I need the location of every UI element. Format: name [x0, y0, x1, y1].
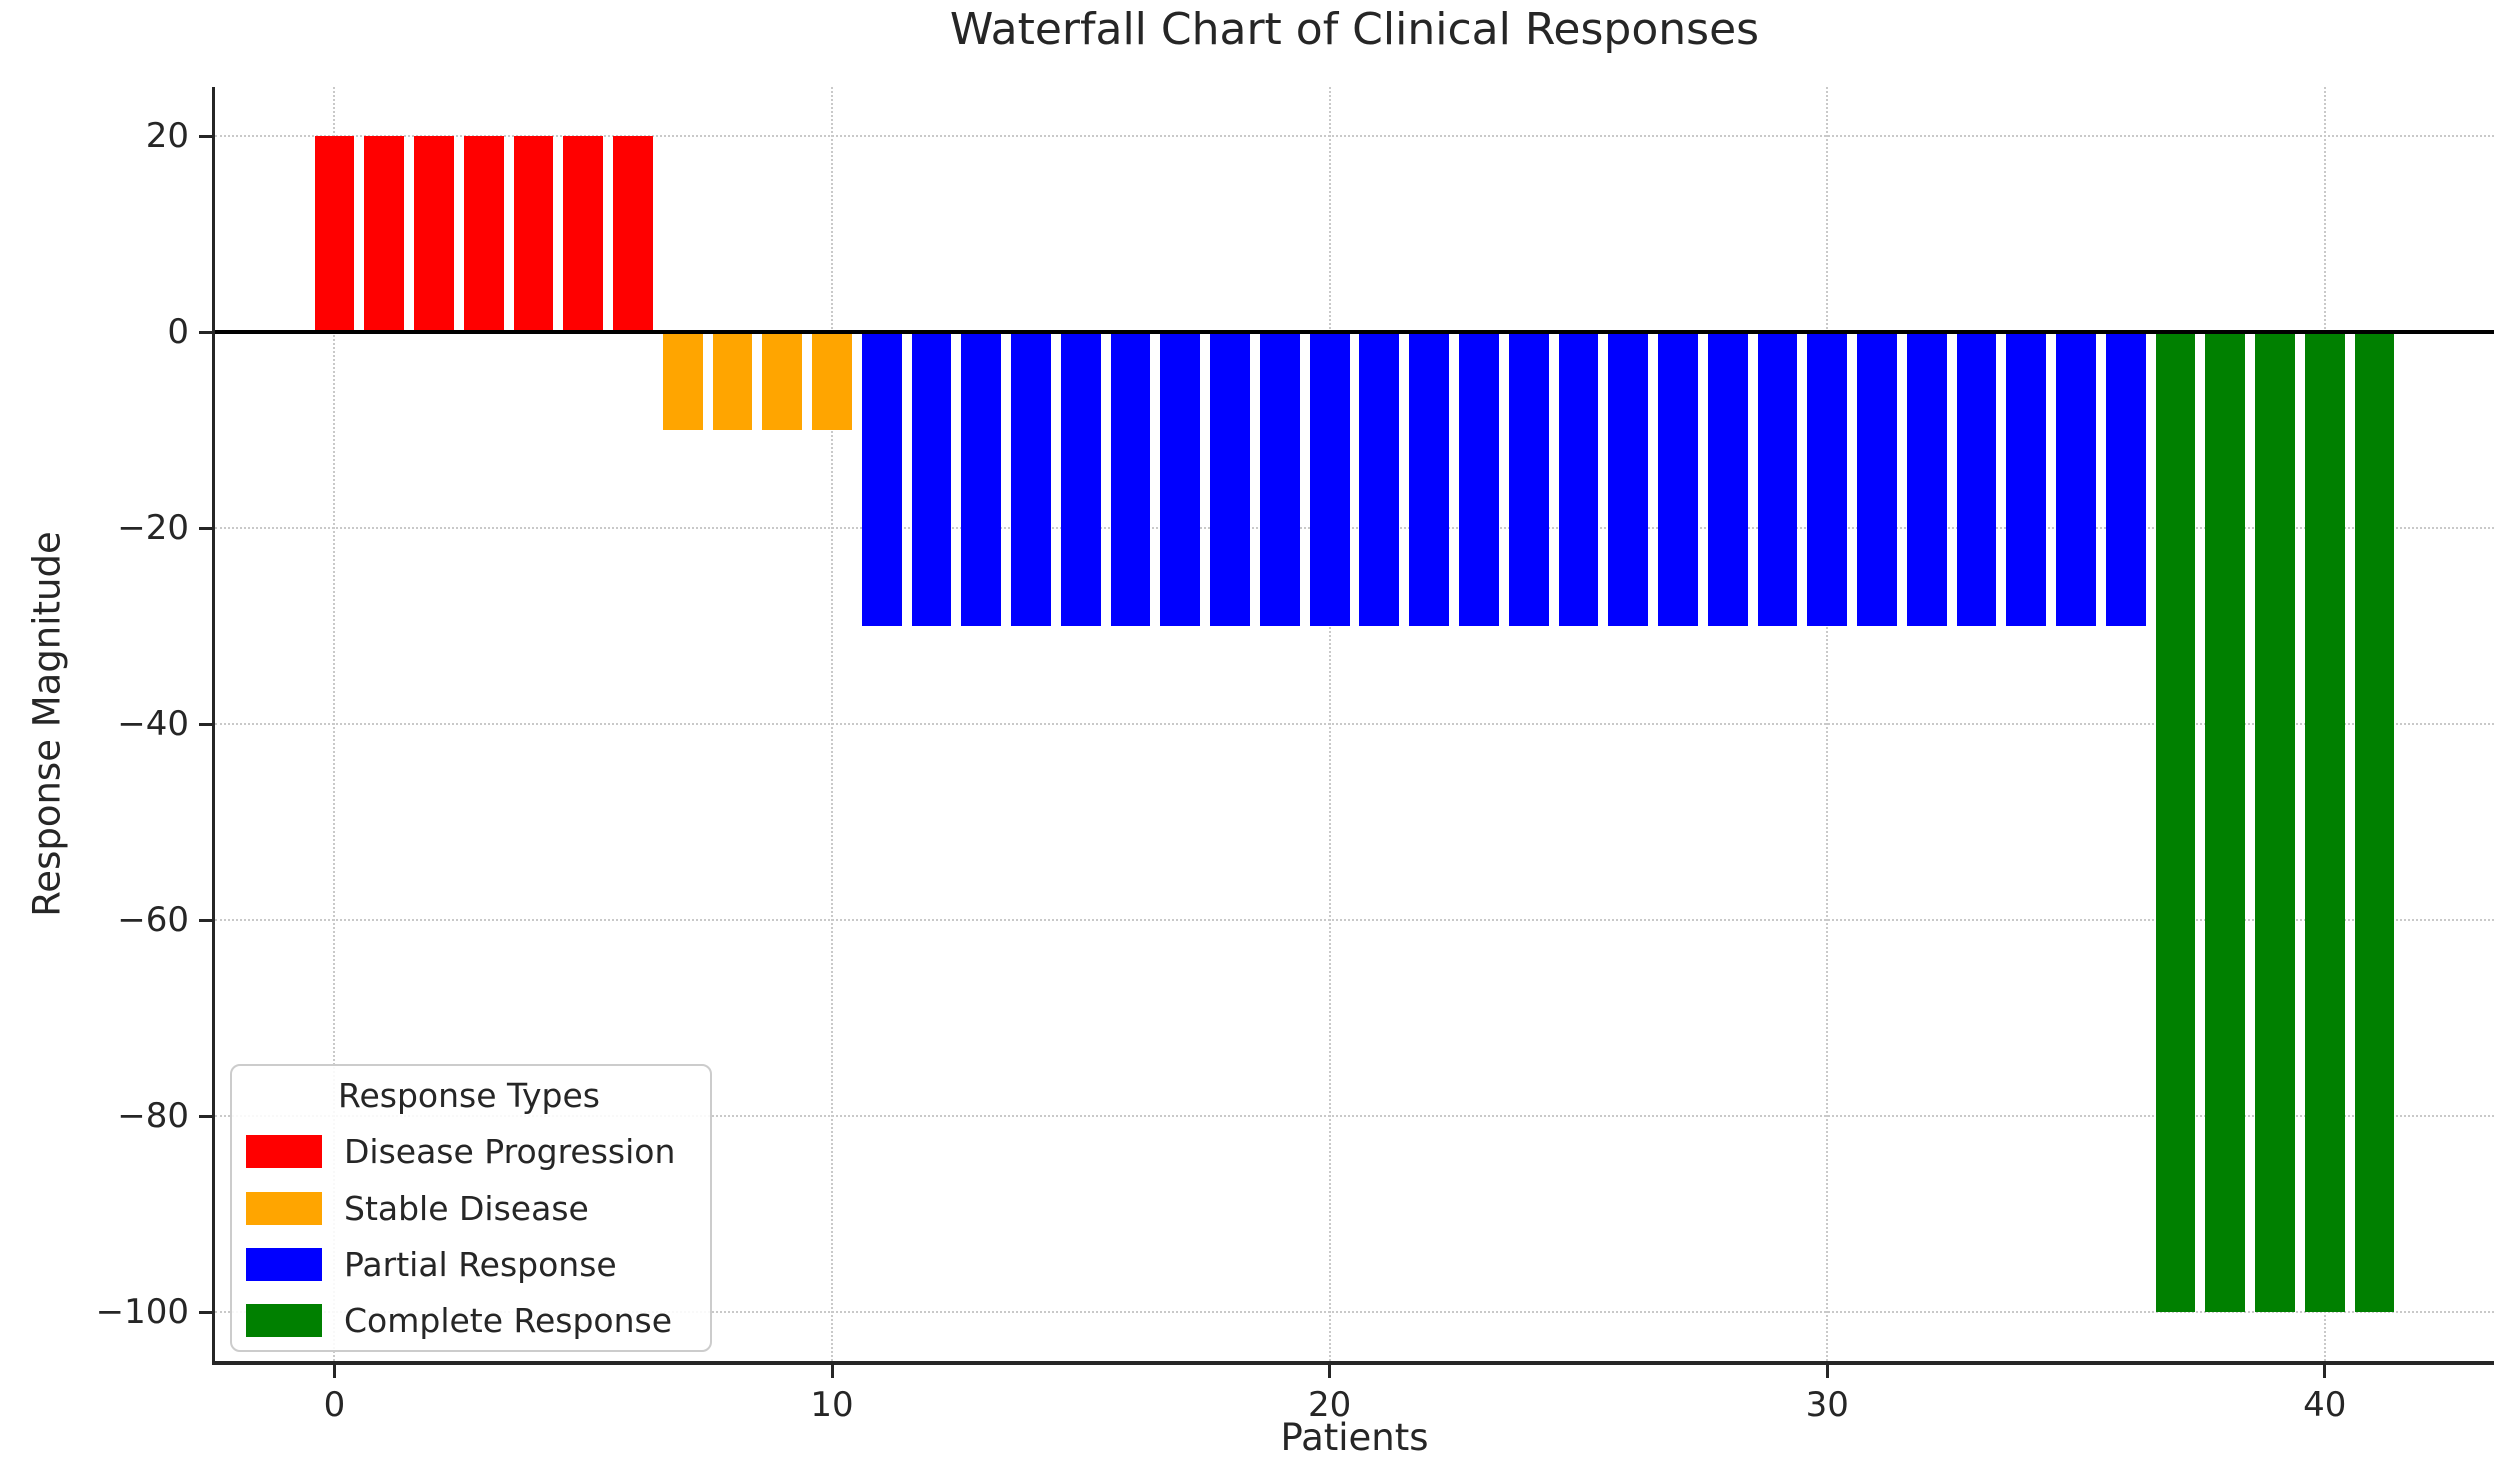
legend-item: Disease Progression — [246, 1132, 692, 1171]
bar — [2155, 332, 2196, 1312]
bar — [2255, 332, 2295, 1312]
y-gridline — [215, 723, 2494, 725]
x-tick-label: 30 — [1805, 1385, 1849, 1425]
y-tick-mark — [199, 134, 212, 138]
bar — [1558, 332, 1599, 626]
bar — [1807, 332, 1848, 626]
y-tick-label: −40 — [117, 704, 189, 744]
bar — [613, 136, 653, 332]
legend-swatch-stable-disease — [246, 1191, 322, 1225]
bar — [513, 136, 554, 332]
bar — [1359, 332, 1400, 626]
x-tick-mark — [1328, 1365, 1332, 1378]
chart-title: Waterfall Chart of Clinical Responses — [949, 4, 1760, 55]
legend-item: Partial Response — [246, 1245, 692, 1284]
x-tick-label: 40 — [2303, 1385, 2347, 1425]
y-gridline — [215, 919, 2494, 921]
y-tick-mark — [199, 1114, 212, 1118]
legend-item: Stable Disease — [246, 1189, 692, 1228]
y-tick-label: −80 — [117, 1096, 189, 1136]
bar — [2205, 332, 2246, 1312]
legend-swatch-partial-response — [246, 1247, 322, 1281]
bar — [1160, 332, 1201, 626]
bar — [2304, 332, 2345, 1312]
bar — [563, 136, 604, 332]
bar — [712, 332, 753, 430]
x-tick-mark — [332, 1365, 336, 1378]
x-tick-label: 10 — [810, 1385, 854, 1425]
bar — [1508, 332, 1549, 626]
bar — [1110, 332, 1151, 626]
y-gridline — [215, 527, 2494, 529]
y-tick-mark — [199, 722, 212, 726]
bar — [364, 136, 405, 332]
bar — [463, 136, 504, 332]
x-tick-label: 20 — [1307, 1385, 1352, 1425]
y-tick-label: −20 — [117, 508, 189, 548]
y-gridline — [215, 1311, 2494, 1313]
bar — [1906, 332, 1947, 626]
bar — [1458, 332, 1499, 626]
bar — [1608, 332, 1649, 626]
bar — [1011, 332, 1051, 626]
bar — [1658, 332, 1698, 626]
bar — [1757, 332, 1798, 626]
y-tick-label: 0 — [167, 312, 189, 352]
legend-label: Stable Disease — [344, 1188, 589, 1228]
bar — [1309, 332, 1350, 626]
legend-label: Disease Progression — [344, 1132, 676, 1172]
bar — [662, 332, 703, 430]
bar — [1210, 332, 1250, 626]
legend-label: Partial Response — [344, 1244, 617, 1284]
y-tick-mark — [199, 526, 212, 530]
bar — [1060, 332, 1101, 626]
bar — [812, 332, 852, 430]
y-tick-label: −60 — [117, 900, 189, 940]
bar — [2105, 332, 2146, 626]
x-tick-mark — [830, 1365, 834, 1378]
legend-item: Complete Response — [246, 1301, 692, 1340]
bar — [2056, 332, 2096, 626]
bar — [2354, 332, 2395, 1312]
bar — [911, 332, 952, 626]
y-gridline — [215, 135, 2494, 137]
bar — [1409, 332, 1450, 626]
legend-swatch-complete-response — [246, 1304, 322, 1337]
legend: Response Types Disease Progression Stabl… — [230, 1064, 712, 1352]
bar — [762, 332, 803, 430]
zero-line — [215, 330, 2494, 334]
bar — [314, 136, 355, 332]
bar — [1259, 332, 1300, 626]
x-tick-mark — [1825, 1365, 1829, 1378]
bar — [861, 332, 902, 626]
legend-label: Complete Response — [344, 1301, 673, 1340]
x-axis-spine — [212, 1361, 2494, 1365]
y-tick-label: 20 — [145, 116, 189, 156]
legend-title: Response Types — [338, 1076, 600, 1115]
y-tick-label: −100 — [95, 1292, 189, 1332]
y-axis-spine — [212, 87, 215, 1365]
bar — [1857, 332, 1897, 626]
y-tick-mark — [199, 1310, 212, 1314]
x-tick-mark — [2323, 1365, 2327, 1378]
y-gridline — [215, 1115, 2494, 1117]
bar — [1707, 332, 1748, 626]
x-tick-label: 0 — [323, 1385, 346, 1425]
legend-swatch-disease-progression — [246, 1135, 322, 1169]
bar — [414, 136, 454, 332]
y-tick-mark — [199, 330, 212, 334]
bar — [2006, 332, 2047, 626]
x-axis-label: Patients — [1280, 1416, 1429, 1459]
y-tick-mark — [199, 918, 212, 922]
bar — [1956, 332, 1997, 626]
bar — [961, 332, 1002, 626]
